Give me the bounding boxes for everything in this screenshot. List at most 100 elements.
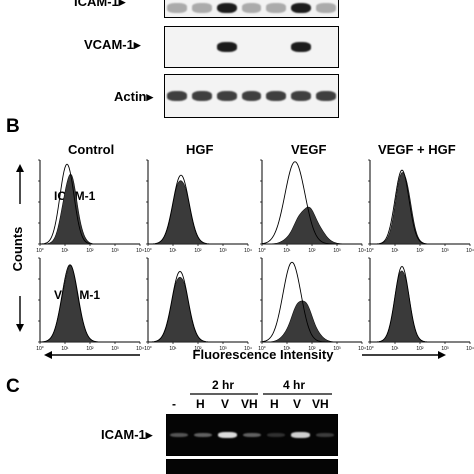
open-histogram: [369, 265, 470, 343]
blot-band: [315, 91, 336, 101]
histogram-tick-label: 10³: [441, 248, 449, 254]
histogram-tick-label: 10⁴: [136, 346, 144, 352]
group-label-4hr: 4 hr: [283, 378, 306, 392]
histogram-tick-label: 10¹: [283, 346, 291, 352]
histogram-tick-label: 10³: [111, 346, 119, 352]
blot-band: [241, 91, 262, 101]
counts-axis-label: Counts: [10, 227, 25, 272]
histogram-tick-label: 10¹: [391, 248, 399, 254]
open-histogram: [261, 261, 362, 343]
histogram-tick-label: 10¹: [169, 248, 177, 254]
blot-band: [291, 2, 311, 14]
panel-c-letter: C: [6, 376, 20, 397]
filled-histogram: [147, 276, 248, 343]
counts-arrow-down: [16, 296, 24, 332]
column-label-vegf-hgf: VEGF + HGF: [378, 142, 456, 157]
vcam1-western-blot: [164, 26, 339, 68]
histogram-tick-label: 10²: [194, 248, 202, 254]
filled-histogram: [39, 173, 140, 245]
histogram-plot: 10° 10¹ 10² 10³ 10⁴: [144, 159, 252, 254]
group-label-2hr: 2 hr: [212, 378, 235, 392]
histogram-tick-label: 10°: [366, 248, 374, 254]
histogram-plot: 10° 10¹ 10² 10³ 10⁴: [366, 159, 474, 254]
intensity-arrow-left: [44, 351, 140, 359]
fluorescence-intensity-label: Fluorescence Intensity: [193, 347, 335, 362]
blot-band: [291, 91, 311, 101]
histogram-plot: 10° 10¹ 10² 10³ 10⁴: [258, 159, 366, 254]
histogram-plot: 10° 10¹ 10² 10³ 10⁴: [366, 257, 474, 352]
blot-band: [291, 42, 311, 52]
gel-band: [291, 432, 310, 438]
blot-band: [241, 3, 262, 13]
blot-band: [167, 91, 188, 101]
histogram-tick-label: 10²: [308, 248, 316, 254]
icam1-western-blot: [164, 0, 339, 18]
gel-band: [169, 432, 189, 438]
open-histogram: [147, 174, 248, 245]
histogram-tick-label: 10²: [308, 346, 316, 352]
filled-histogram: [369, 172, 470, 245]
histogram-plot: 10° 10¹ 10² 10³ 10⁴: [258, 257, 366, 352]
histogram-tick-label: 10³: [333, 346, 341, 352]
lane-label-control: -: [172, 397, 176, 411]
histogram-tick-label: 10°: [144, 248, 152, 254]
histogram-tick-label: 10²: [86, 248, 94, 254]
blot-band: [192, 91, 212, 101]
histogram-tick-label: 10⁴: [136, 248, 144, 254]
panel-b-letter: B: [6, 116, 20, 137]
lane-label-vh-2hr: VH: [241, 397, 258, 411]
icam1-blot-label: ICAM-1▸: [74, 0, 126, 9]
second-rt-pcr-gel: [166, 459, 338, 474]
histogram-tick-label: 10²: [194, 346, 202, 352]
gel-band: [242, 432, 261, 438]
blot-band: [216, 42, 237, 52]
histogram-tick-label: 10⁴: [358, 346, 366, 352]
counts-arrow-up: [16, 164, 24, 204]
histogram-tick-label: 10²: [86, 346, 94, 352]
histogram-tick-label: 10°: [366, 346, 374, 352]
open-histogram: [39, 163, 140, 245]
rt-pcr-gel-panel: [190, 393, 332, 395]
histogram-tick-label: 10²: [416, 248, 424, 254]
gel-band: [218, 432, 237, 438]
lane-label-v-4hr: V: [293, 397, 302, 411]
histogram-tick-label: 10⁴: [244, 248, 252, 254]
histogram-tick-label: 10³: [219, 248, 227, 254]
histogram-tick-label: 10²: [416, 346, 424, 352]
filled-histogram: [39, 264, 140, 343]
blot-band: [216, 2, 237, 14]
icam1-gel-label: ICAM-1▸: [101, 427, 153, 442]
intensity-arrow-right: [362, 351, 446, 359]
blot-band: [315, 3, 336, 13]
lane-label-h-2hr: H: [196, 397, 205, 411]
histogram-tick-label: 10³: [333, 248, 341, 254]
histogram-tick-label: 10¹: [391, 346, 399, 352]
histogram-tick-label: 10°: [258, 248, 266, 254]
blot-band: [192, 3, 212, 13]
gel-band: [267, 432, 286, 438]
column-label-hgf: HGF: [186, 142, 214, 157]
blot-band: [266, 91, 287, 101]
histogram-tick-label: 10³: [111, 248, 119, 254]
open-histogram: [261, 161, 362, 245]
histogram-tick-label: 10¹: [169, 346, 177, 352]
histogram-plot: 10° 10¹ 10² 10³ 10⁴: [36, 257, 144, 352]
blot-band: [216, 91, 237, 101]
histogram-tick-label: 10°: [36, 248, 44, 254]
histogram-plot: 10° 10¹ 10² 10³ 10⁴: [144, 257, 252, 352]
column-label-vegf: VEGF: [291, 142, 327, 157]
flow-cytometry-histograms: Counts ICAM-1 VCAM-1 Fluorescence Intens…: [10, 159, 474, 362]
histogram-tick-label: 10°: [144, 346, 152, 352]
actin-western-blot: [164, 74, 339, 118]
histogram-tick-label: 10⁴: [358, 248, 366, 254]
histogram-tick-label: 10¹: [61, 346, 69, 352]
histogram-tick-label: 10¹: [61, 248, 69, 254]
blot-band: [266, 3, 287, 13]
histogram-tick-label: 10⁴: [244, 346, 252, 352]
histogram-tick-label: 10¹: [283, 248, 291, 254]
vcam1-blot-label: VCAM-1▸: [84, 37, 141, 52]
icam1-rt-pcr-gel: [166, 414, 338, 456]
blot-band: [167, 3, 188, 13]
filled-histogram: [147, 180, 248, 245]
